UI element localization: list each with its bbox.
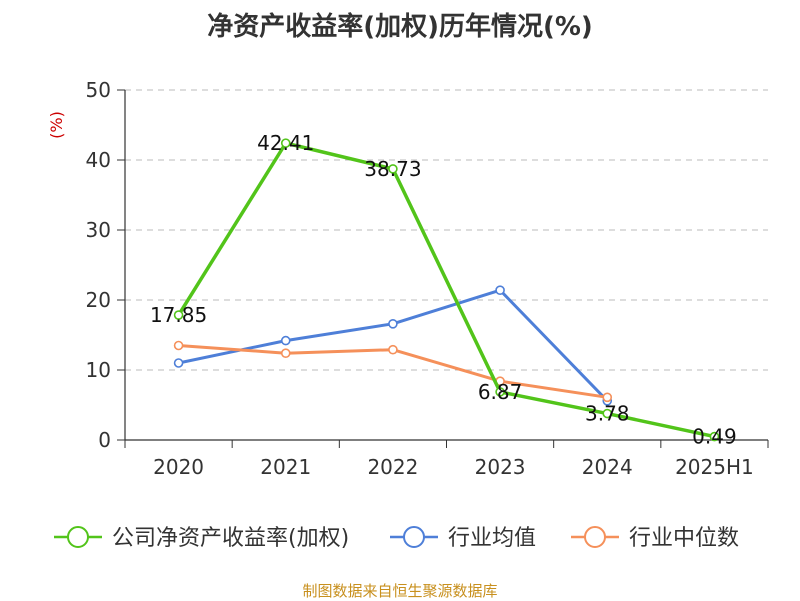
data-label: 38.73 [364,157,421,181]
y-tick-label: 20 [86,288,111,312]
data-label: 17.85 [150,303,207,327]
legend-item[interactable]: 行业中位数 [571,526,739,551]
legend-item[interactable]: 公司净资产收益率(加权) [54,526,349,551]
series-line [177,141,715,439]
x-tick-label: 2022 [367,455,418,479]
legend[interactable]: 公司净资产收益率(加权) 行业均值 行业中位数 [54,526,739,551]
x-tick-label: 2025H1 [675,455,754,479]
data-point [173,358,184,368]
grid-lines [125,89,768,371]
data-label: 0.49 [692,425,737,449]
y-axis-unit-label: (%) [47,111,66,139]
y-tick-label: 30 [86,218,111,242]
x-tick-label: 2024 [582,455,633,479]
y-tick-label: 0 [98,428,111,452]
legend-label: 行业中位数 [629,526,739,551]
data-point [709,431,720,442]
data-point [173,340,184,351]
data-label: 6.87 [478,380,523,404]
legend-marker [584,526,606,548]
y-tick-label: 50 [86,78,111,102]
legend-marker [403,526,425,548]
legend-label: 行业均值 [448,526,536,551]
data-point [388,318,398,329]
data-point [280,138,291,148]
data-point [280,335,291,346]
x-tick-label: 2020 [153,455,204,479]
x-tick-label: 2021 [260,455,311,479]
data-point [173,310,184,320]
chart-title: 净资产收益率(加权)历年情况(%) [207,12,593,42]
axes: 0 10 20 30 40 50 2020 2021 2022 2023 2024 2025H1 (%) [47,78,769,479]
data-label: 42.41 [257,131,314,155]
data-label: 3.78 [585,402,630,426]
data-labels: 17.85 42.41 38.73 6.87 3.78 0.49 [150,131,737,448]
data-point [602,392,613,403]
y-tick-label: 40 [86,148,111,172]
legend-label: 公司净资产收益率(加权) [112,526,349,551]
data-point [388,164,398,174]
data-point [495,387,505,397]
data-source-note: 制图数据来自恒生聚源数据库 [302,582,498,600]
data-point [602,408,613,419]
legend-item[interactable]: 行业均值 [390,526,536,551]
data-point [280,348,291,359]
y-tick-label: 10 [86,358,111,382]
data-point [388,344,398,355]
series-lines [173,138,720,442]
data-point [495,285,505,296]
x-tick-label: 2023 [475,455,526,479]
legend-marker [67,526,89,548]
